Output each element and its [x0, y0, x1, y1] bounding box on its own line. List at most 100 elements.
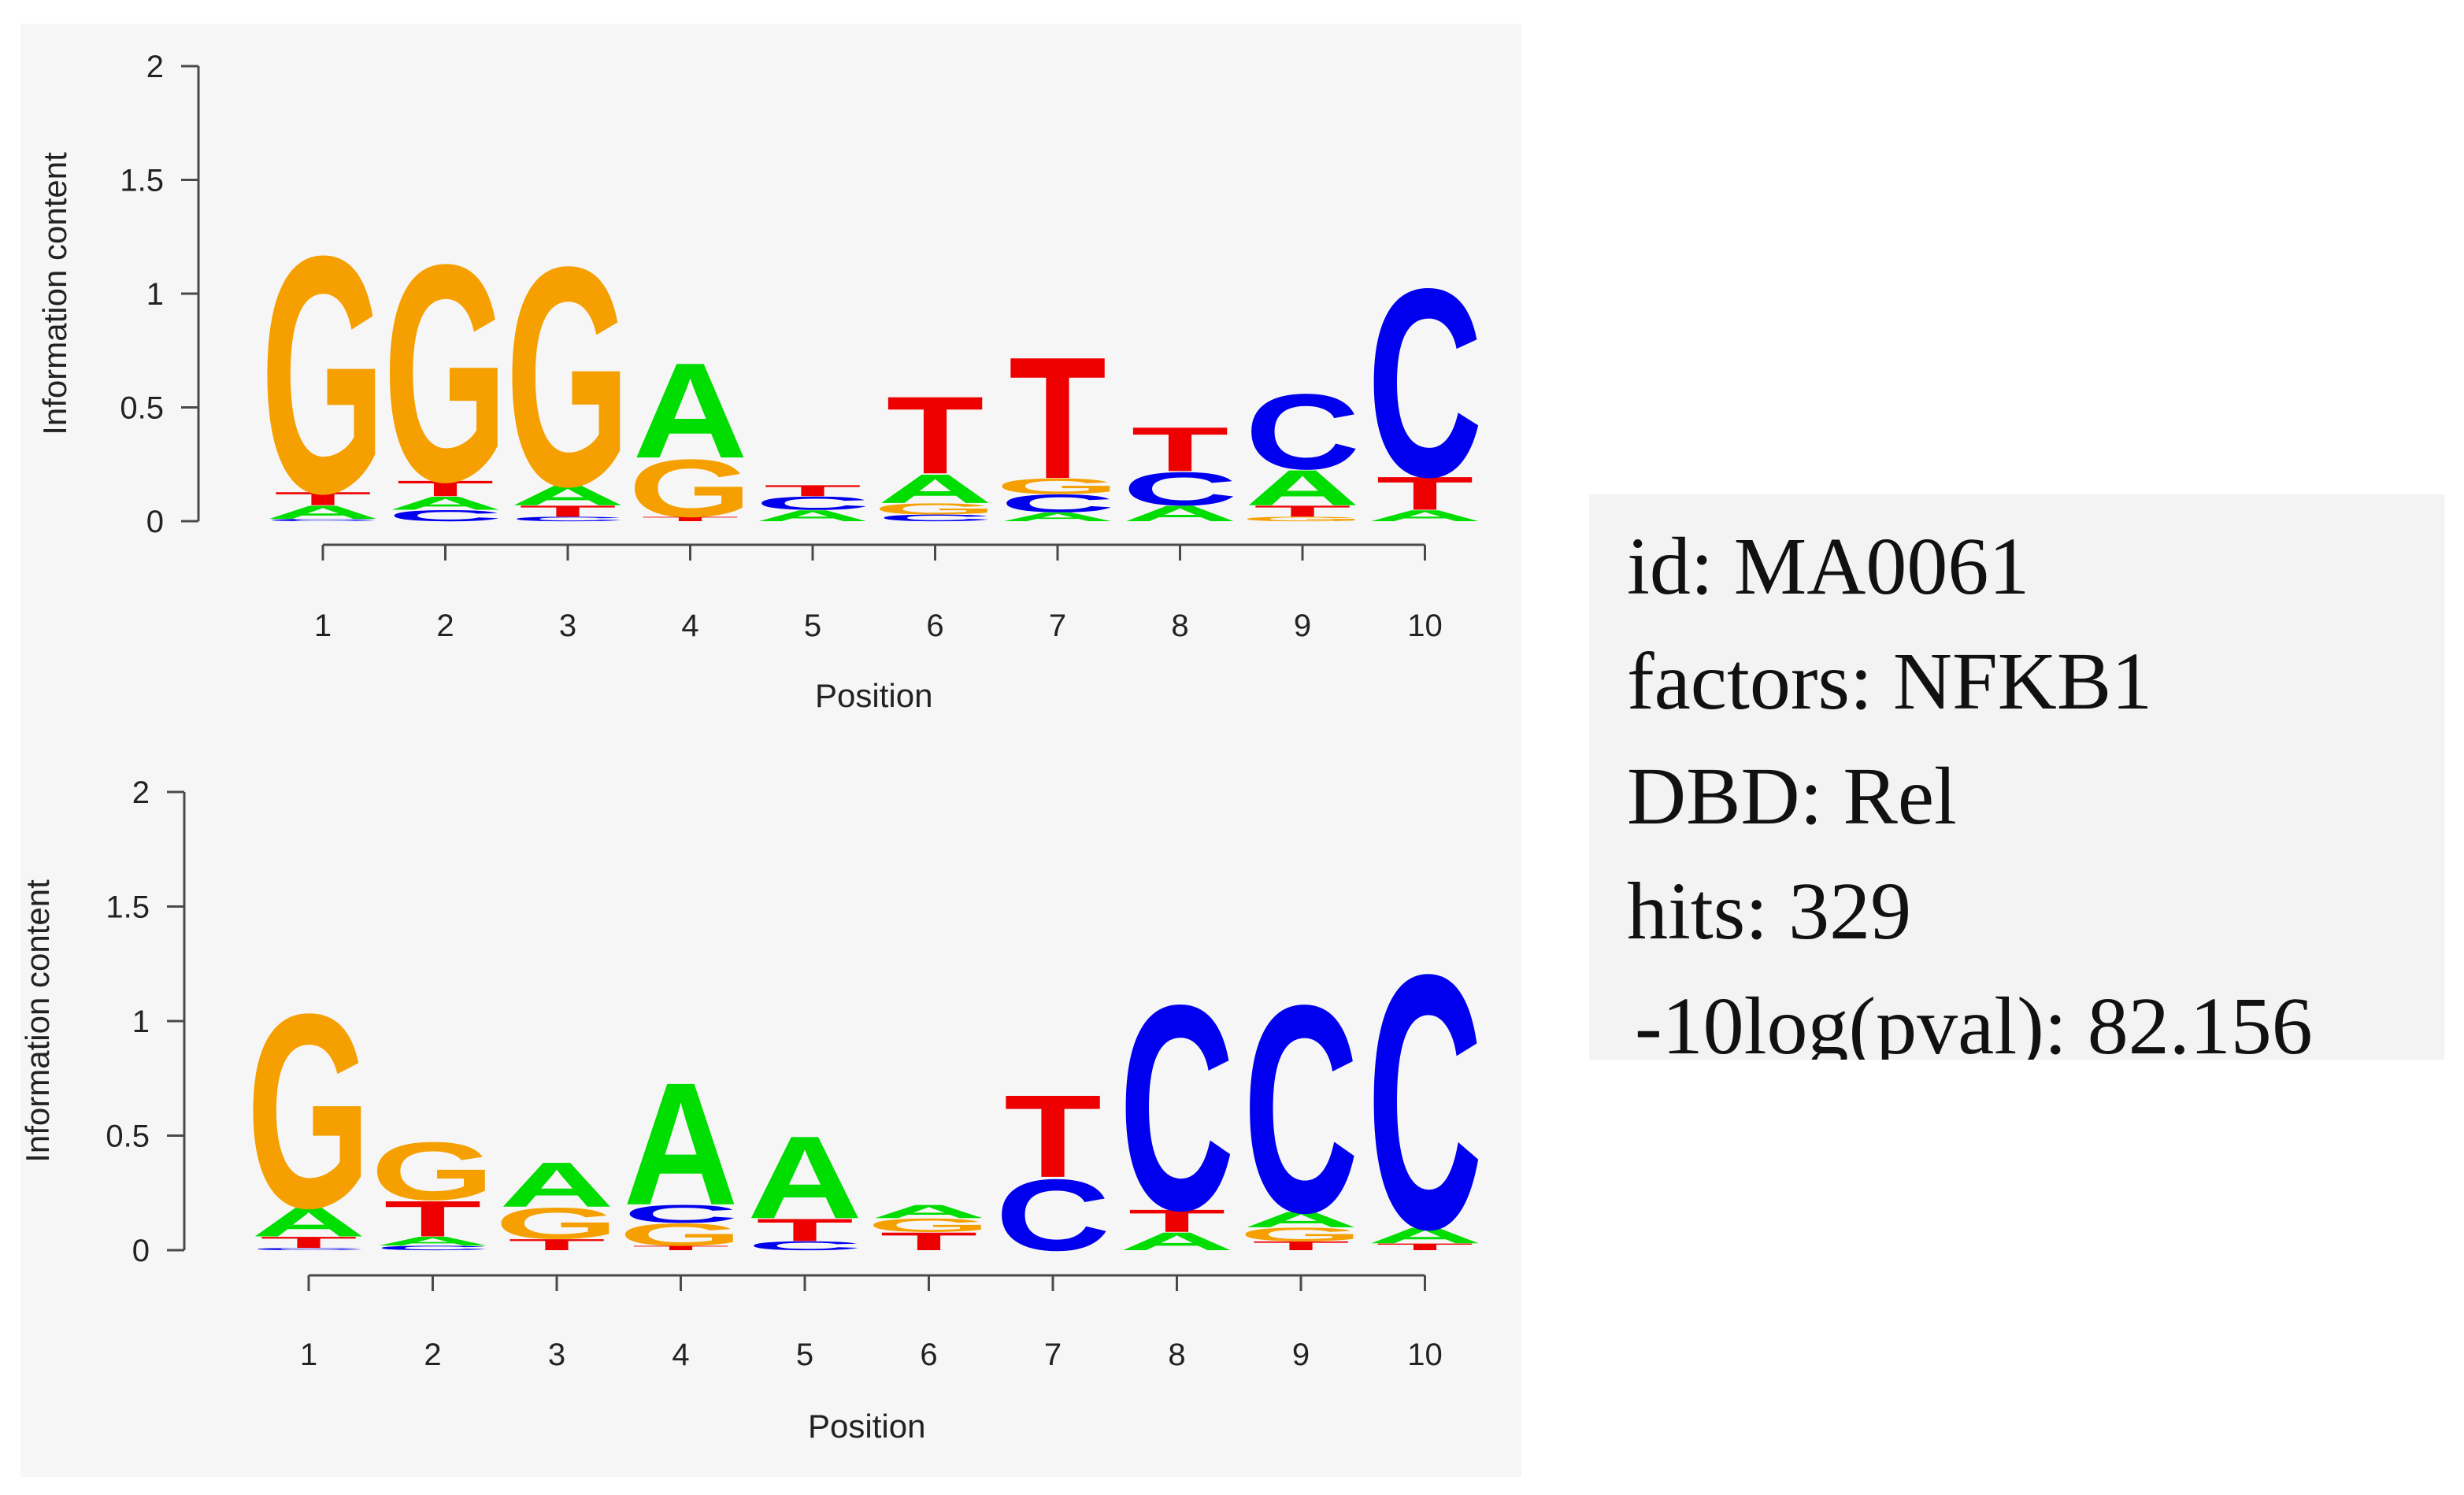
- logo-letter-C: C: [1367, 234, 1482, 534]
- logo-letter-T: T: [1252, 1238, 1350, 1253]
- logo-letter-A: A: [251, 1199, 366, 1245]
- logo-letter-G: G: [495, 1198, 619, 1248]
- logo-letter-C: C: [510, 516, 625, 523]
- motif-dbd: DBD: Rel: [1627, 751, 1957, 842]
- logo-panel-2: 0 0.5 1 1.5 2 Information content 1 2 3 4 5 6 7 8 9 10 P…: [19, 775, 1483, 1445]
- logo-letter-C: C: [251, 1247, 366, 1251]
- logo-letter-G: G: [628, 442, 753, 535]
- logo-letter-C: C: [1243, 944, 1358, 1274]
- logo-letter-T: T: [1254, 502, 1351, 520]
- x-tick-label: 3: [548, 1338, 565, 1372]
- logo-letter-G: G: [383, 201, 508, 546]
- y-tick-label: 2: [132, 775, 150, 810]
- motif-factors: factors: NFKB1: [1627, 636, 2153, 727]
- x-tick-label: 10: [1407, 1338, 1443, 1372]
- logo-letter-A: A: [265, 501, 380, 523]
- x-tick-label: 4: [681, 609, 698, 643]
- logo-letter-T: T: [397, 476, 495, 501]
- x-tick-label: 5: [796, 1338, 813, 1372]
- logo-letter-A: A: [1243, 1207, 1358, 1232]
- x-tick-label: 1: [314, 609, 332, 643]
- logo-letter-T: T: [384, 1190, 482, 1247]
- x-tick-label: 9: [1292, 1338, 1310, 1372]
- y-tick-label: 2: [146, 50, 164, 84]
- y-axis-title: Information content: [19, 879, 56, 1163]
- logo-letter-A: A: [632, 335, 747, 487]
- x-axis-title: Position: [815, 677, 932, 714]
- logo-plot-panel: [20, 24, 1521, 1477]
- logo-letter-C: C: [1122, 462, 1237, 515]
- x-tick-label: 7: [1049, 609, 1066, 643]
- logo-letter-C: C: [387, 507, 502, 524]
- y-tick-label: 0: [146, 505, 164, 539]
- motif-id: id: MA0061: [1627, 521, 2030, 612]
- logo-letter-A: A: [1367, 507, 1482, 524]
- x-tick-label: 2: [436, 609, 454, 643]
- logo-letter-T: T: [1377, 1242, 1474, 1253]
- logo-letter-G: G: [506, 201, 630, 551]
- logo-letter-G: G: [619, 1217, 743, 1253]
- logo-letter-G: G: [261, 187, 385, 564]
- y-tick-label: 0: [132, 1234, 150, 1268]
- x-tick-label: 8: [1168, 1338, 1185, 1372]
- x-tick-label: 6: [926, 609, 943, 643]
- y-axis-title: Information content: [36, 152, 73, 435]
- logo-letter-T: T: [260, 1234, 358, 1252]
- logo-letter-A: A: [1367, 1223, 1482, 1249]
- logo-letter-A: A: [871, 1201, 986, 1222]
- y-tick-label: 1.5: [120, 164, 164, 198]
- x-tick-label: 1: [300, 1338, 317, 1372]
- y-tick-label: 1.5: [106, 890, 150, 925]
- logo-letter-T: T: [756, 1212, 854, 1248]
- x-tick-label: 5: [804, 609, 821, 643]
- x-tick-label: 9: [1294, 609, 1311, 643]
- motif-hits: hits: 329: [1627, 866, 1912, 957]
- logo-letter-A: A: [387, 493, 502, 514]
- y-tick-label: 1: [146, 277, 164, 312]
- logo-letter-T: T: [642, 516, 739, 523]
- logo-letter-A: A: [510, 479, 625, 511]
- logo-letter-C: C: [877, 513, 992, 523]
- logo-letter-A: A: [877, 466, 992, 512]
- logo-letter-C: C: [1000, 489, 1115, 517]
- x-tick-label: 2: [424, 1338, 441, 1372]
- x-tick-label: 8: [1171, 609, 1188, 643]
- logo-letter-T: T: [1004, 1071, 1102, 1202]
- logo-letter-G: G: [1240, 516, 1365, 523]
- logo-letter-A: A: [1119, 1227, 1234, 1256]
- y-tick-label: 1: [132, 1005, 150, 1039]
- logo-letter-G: G: [873, 500, 998, 517]
- logo-letter-A: A: [1122, 501, 1237, 526]
- motif-info-box: id: MA0061 factors: NFKB1 DBD: Rel hits:…: [1589, 494, 2444, 1060]
- logo-letter-G: G: [995, 474, 1120, 498]
- logo-panel-1: 0 0.5 1 1.5 2 Information content 1 2 3 4 5 6 7 8 9 10 P…: [36, 50, 1483, 714]
- logo-letter-T: T: [880, 1227, 978, 1256]
- logo-letter-T: T: [1128, 1203, 1226, 1238]
- logo-letter-A: A: [623, 1046, 738, 1242]
- x-tick-label: 10: [1407, 609, 1443, 643]
- logo-letter-A: A: [375, 1234, 490, 1249]
- x-tick-label: 7: [1044, 1338, 1062, 1372]
- logo-letter-C: C: [995, 1159, 1110, 1273]
- y-tick-label: 0.5: [106, 1119, 150, 1154]
- logo-letter-A: A: [755, 507, 870, 524]
- y-tick-label: 0.5: [120, 391, 164, 426]
- logo-letter-T: T: [1132, 414, 1229, 485]
- logo-letter-A: A: [499, 1149, 614, 1220]
- logo-letter-T: T: [764, 482, 861, 499]
- logo-letter-C: C: [755, 493, 870, 514]
- logo-letter-A: A: [1245, 460, 1360, 516]
- logo-letter-C: C: [1367, 900, 1482, 1304]
- logo-letter-G: G: [1239, 1223, 1363, 1245]
- logo-letter-G: G: [246, 956, 371, 1265]
- x-tick-label: 4: [672, 1338, 689, 1372]
- logo-letter-T: T: [274, 488, 372, 509]
- logo-letter-T: T: [1009, 320, 1106, 515]
- logo-letter-T: T: [519, 502, 617, 520]
- logo-letter-C: C: [623, 1200, 738, 1228]
- logo-letter-A: A: [747, 1112, 862, 1243]
- x-axis-title: Position: [808, 1408, 925, 1445]
- logo-letter-T: T: [632, 1245, 730, 1252]
- logo-letter-G: G: [867, 1215, 991, 1236]
